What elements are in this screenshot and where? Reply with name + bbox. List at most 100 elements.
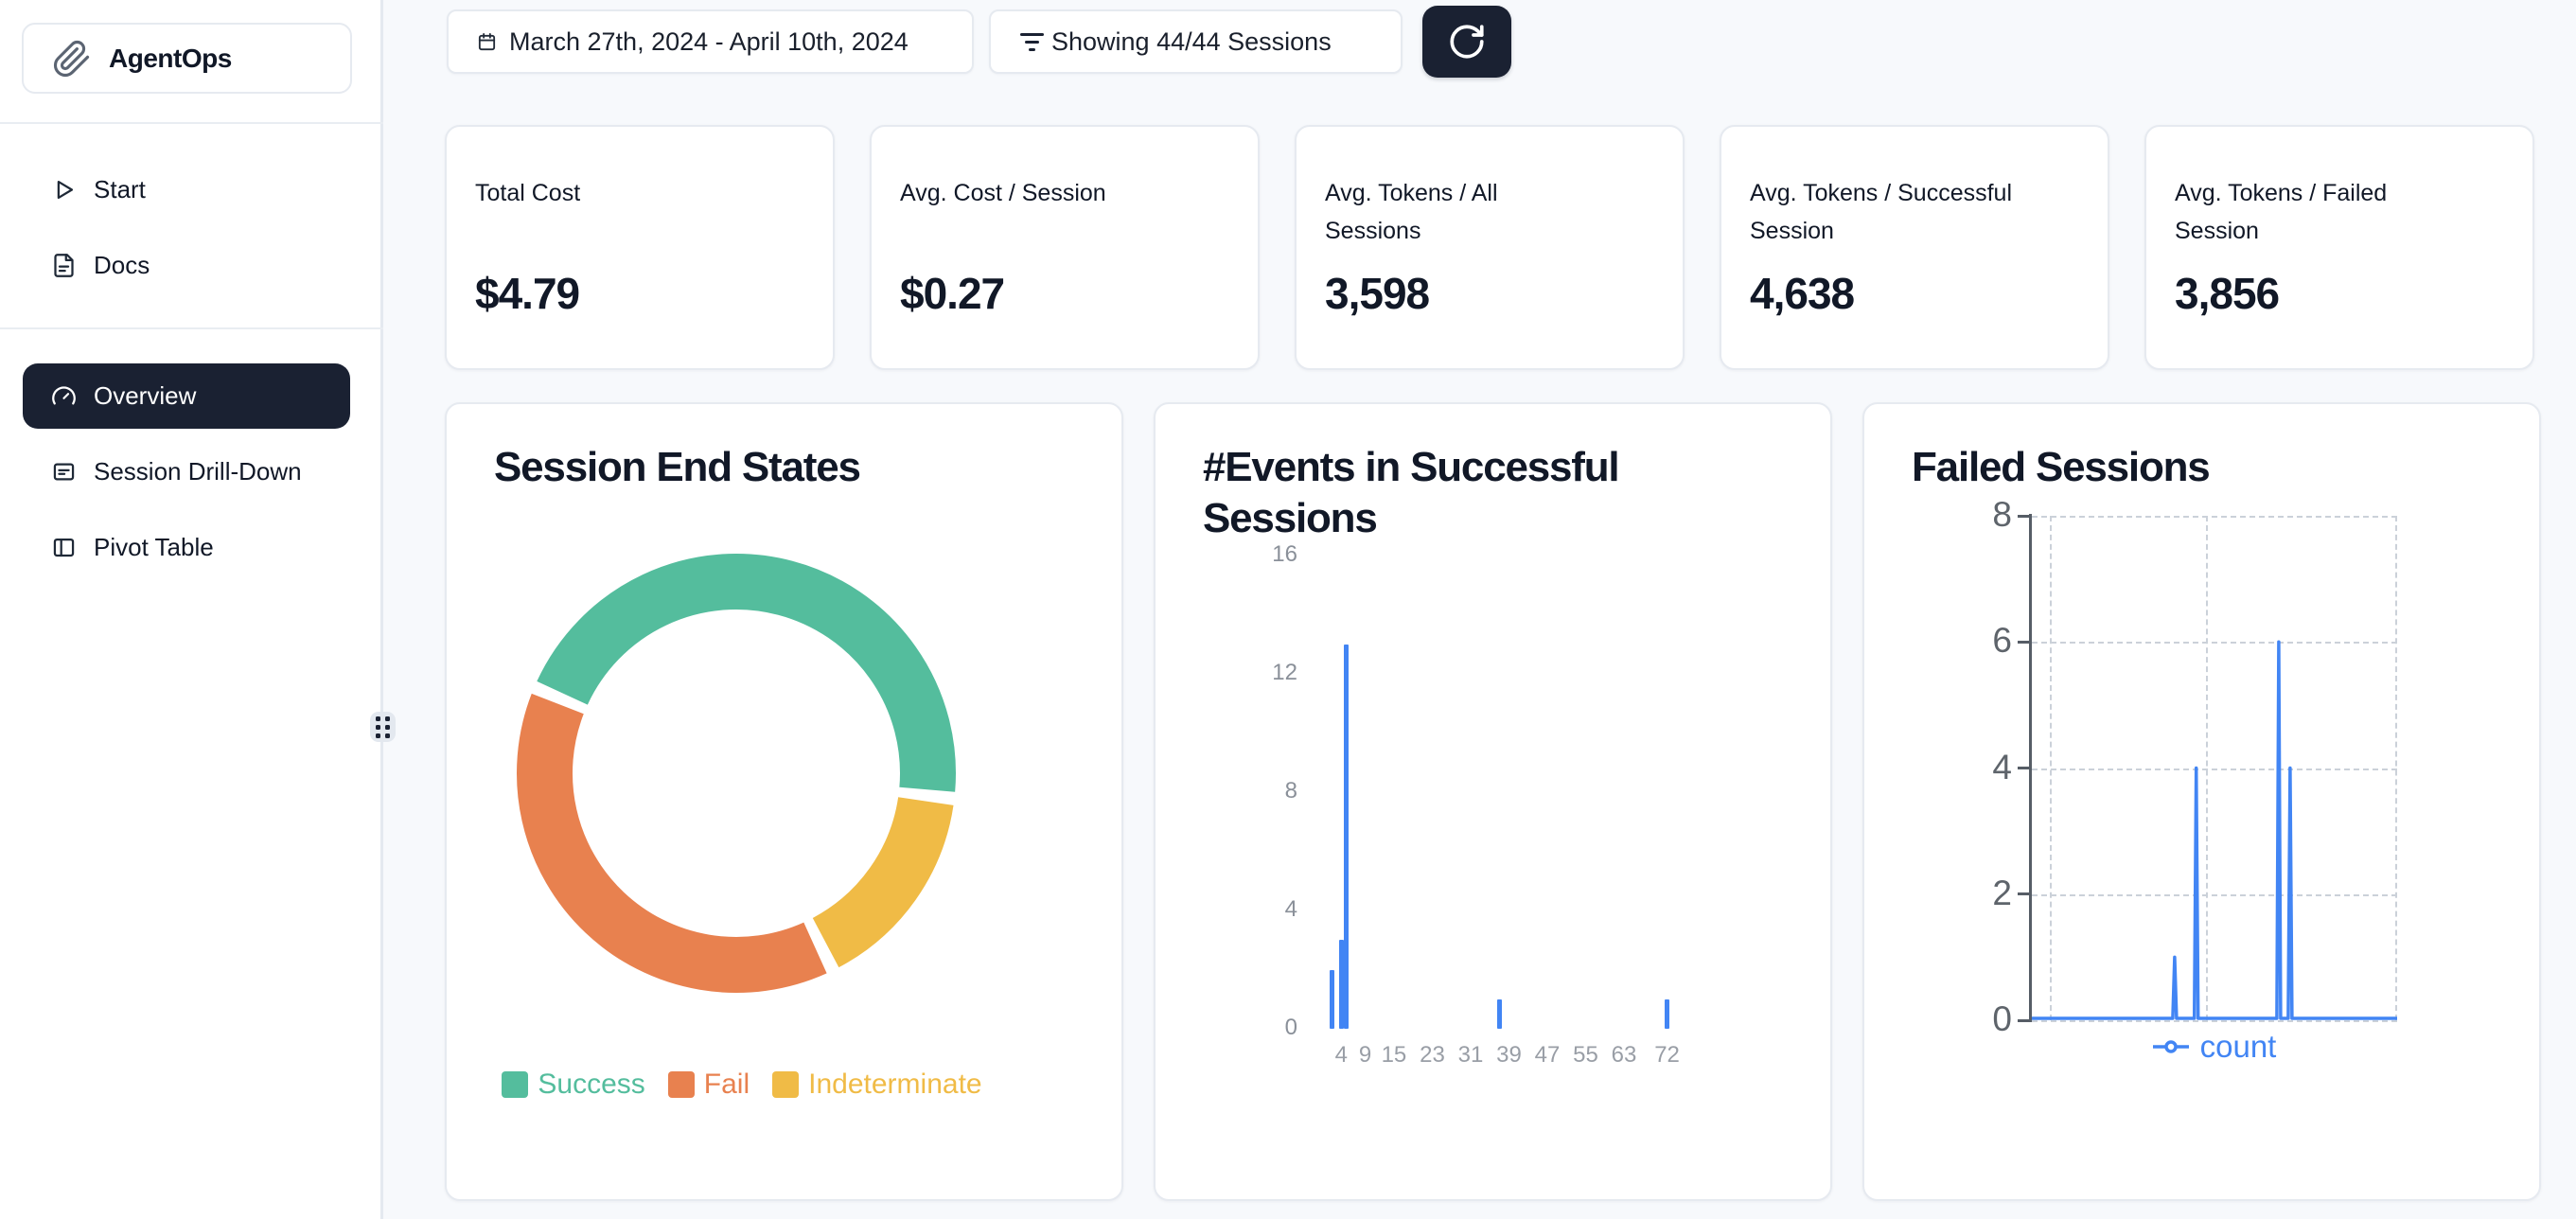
count-legend-label: count bbox=[2199, 1029, 2277, 1064]
donut-legend: Success Fail Indeterminate bbox=[447, 1069, 1037, 1101]
stat-card-avg-cost-session: Avg. Cost / Session $0.27 bbox=[870, 125, 1260, 370]
paperclip-icon bbox=[53, 40, 90, 77]
axis-tick bbox=[2018, 514, 2030, 518]
sidebar-item-label: Docs bbox=[94, 250, 150, 279]
stat-card-total-cost: Total Cost $4.79 bbox=[445, 125, 835, 370]
stat-value: 3,856 bbox=[2175, 269, 2280, 318]
bar bbox=[1343, 644, 1349, 1029]
line-legend-icon bbox=[2152, 1040, 2189, 1053]
x-tick-label: 9 bbox=[1358, 1042, 1372, 1068]
events-in-successful-sessions-card: #Events in Successful Sessions 0 4 8 12 16 4 9… bbox=[1154, 402, 1832, 1201]
donut-segment-fail bbox=[517, 693, 827, 993]
chart-title: Failed Sessions bbox=[1912, 444, 2211, 490]
legend-label: Indeterminate bbox=[808, 1069, 982, 1100]
axis-tick bbox=[2018, 640, 2030, 644]
sidebar-resize-handle[interactable] bbox=[370, 712, 396, 742]
stat-label: Total Cost bbox=[475, 180, 581, 206]
brand-logo[interactable]: AgentOps bbox=[22, 23, 352, 94]
axis-tick bbox=[2018, 1018, 2030, 1022]
y-tick-label: 0 bbox=[1284, 1015, 1297, 1040]
docs-icon bbox=[51, 253, 77, 278]
failed-sessions-card: Failed Sessions count 0 2 4 6 8 bbox=[1862, 402, 2541, 1201]
bar bbox=[1496, 998, 1502, 1029]
stat-value: $0.27 bbox=[900, 269, 1005, 318]
filter-icon bbox=[1019, 30, 1044, 53]
y-tick-label: 6 bbox=[1992, 621, 2012, 661]
sidebar-item-label: Overview bbox=[94, 381, 197, 410]
gridline-vertical bbox=[2395, 516, 2397, 1020]
brand-name: AgentOps bbox=[109, 43, 232, 73]
sidebar-item-session-drill-down[interactable]: Session Drill-Down bbox=[0, 442, 383, 501]
sidebar: AgentOps Start Docs Overview bbox=[0, 0, 383, 1219]
count-legend[interactable]: count bbox=[2032, 1029, 2397, 1065]
axis-tick bbox=[2018, 892, 2030, 896]
gridline-horizontal bbox=[2032, 516, 2397, 518]
gridline-horizontal bbox=[2032, 642, 2397, 645]
date-range-label: March 27th, 2024 - April 10th, 2024 bbox=[509, 26, 909, 56]
legend-item-success[interactable]: Success bbox=[502, 1069, 645, 1101]
bar bbox=[1338, 940, 1344, 1029]
sessions-filter-label: Showing 44/44 Sessions bbox=[1051, 26, 1332, 56]
x-tick-label: 15 bbox=[1381, 1042, 1407, 1068]
chart-title: #Events in Successful Sessions bbox=[1203, 444, 1620, 541]
x-tick-label: 39 bbox=[1496, 1042, 1522, 1068]
gauge-icon bbox=[51, 383, 77, 409]
y-tick-label: 2 bbox=[1992, 873, 2012, 912]
legend-swatch bbox=[502, 1071, 529, 1098]
legend-item-indeterminate[interactable]: Indeterminate bbox=[772, 1069, 982, 1101]
stat-value: $4.79 bbox=[475, 269, 580, 318]
x-tick-label: 31 bbox=[1457, 1042, 1484, 1068]
sidebar-item-pivot-table[interactable]: Pivot Table bbox=[0, 518, 383, 576]
x-tick-label: 23 bbox=[1420, 1042, 1445, 1068]
sidebar-divider bbox=[0, 122, 383, 124]
x-tick-label: 72 bbox=[1654, 1042, 1680, 1068]
gridline-vertical bbox=[2049, 516, 2052, 1020]
session-end-states-card: Session End States Success Fail Indeterm… bbox=[445, 402, 1123, 1201]
refresh-button[interactable] bbox=[1422, 6, 1511, 78]
stat-card-avg-tokens-all: Avg. Tokens / All Sessions 3,598 bbox=[1295, 125, 1685, 370]
stat-value: 4,638 bbox=[1750, 269, 1855, 318]
sidebar-item-start[interactable]: Start bbox=[0, 160, 383, 219]
sidebar-divider bbox=[0, 327, 383, 329]
calendar-icon bbox=[476, 31, 498, 53]
x-tick-label: 63 bbox=[1611, 1042, 1637, 1068]
x-tick-label: 4 bbox=[1334, 1042, 1348, 1068]
y-tick-label: 12 bbox=[1272, 660, 1297, 685]
y-tick-label: 16 bbox=[1272, 541, 1297, 567]
sidebar-item-label: Pivot Table bbox=[94, 532, 214, 561]
sidebar-item-label: Start bbox=[94, 174, 146, 203]
y-tick-label: 4 bbox=[1284, 896, 1297, 922]
x-tick-label: 55 bbox=[1573, 1042, 1598, 1068]
y-tick-label: 4 bbox=[1992, 747, 2012, 786]
gridline-vertical bbox=[2206, 516, 2209, 1020]
note-icon bbox=[51, 459, 77, 485]
y-tick-label: 8 bbox=[1992, 495, 2012, 534]
y-axis-line bbox=[2029, 514, 2032, 1022]
legend-item-fail[interactable]: Fail bbox=[667, 1069, 750, 1101]
stat-card-avg-tokens-failed: Avg. Tokens / Failed Session 3,856 bbox=[2144, 125, 2534, 370]
panel-icon bbox=[51, 535, 77, 560]
donut-chart bbox=[517, 554, 956, 993]
legend-swatch bbox=[772, 1071, 800, 1098]
failed-sessions-line bbox=[2032, 640, 2397, 1020]
sidebar-item-overview[interactable]: Overview bbox=[23, 363, 350, 429]
bar bbox=[1665, 998, 1670, 1029]
stat-value: 3,598 bbox=[1325, 269, 1430, 318]
y-tick-label: 8 bbox=[1284, 778, 1297, 804]
gridline-horizontal bbox=[2032, 893, 2397, 896]
sidebar-item-label: Session Drill-Down bbox=[94, 456, 302, 486]
legend-swatch bbox=[667, 1071, 695, 1098]
play-icon bbox=[51, 177, 77, 203]
refresh-icon bbox=[1450, 25, 1484, 59]
chart-title: Session End States bbox=[494, 444, 861, 490]
gridline-horizontal bbox=[2032, 768, 2397, 770]
axis-tick bbox=[2018, 767, 2030, 769]
legend-label: Success bbox=[538, 1069, 645, 1100]
stat-label: Avg. Cost / Session bbox=[900, 180, 1106, 206]
sidebar-item-docs[interactable]: Docs bbox=[0, 236, 383, 294]
date-range-button[interactable]: March 27th, 2024 - April 10th, 2024 bbox=[447, 9, 974, 74]
sessions-filter-button[interactable]: Showing 44/44 Sessions bbox=[989, 9, 1403, 74]
bar bbox=[1329, 969, 1334, 1029]
legend-label: Fail bbox=[703, 1069, 750, 1100]
